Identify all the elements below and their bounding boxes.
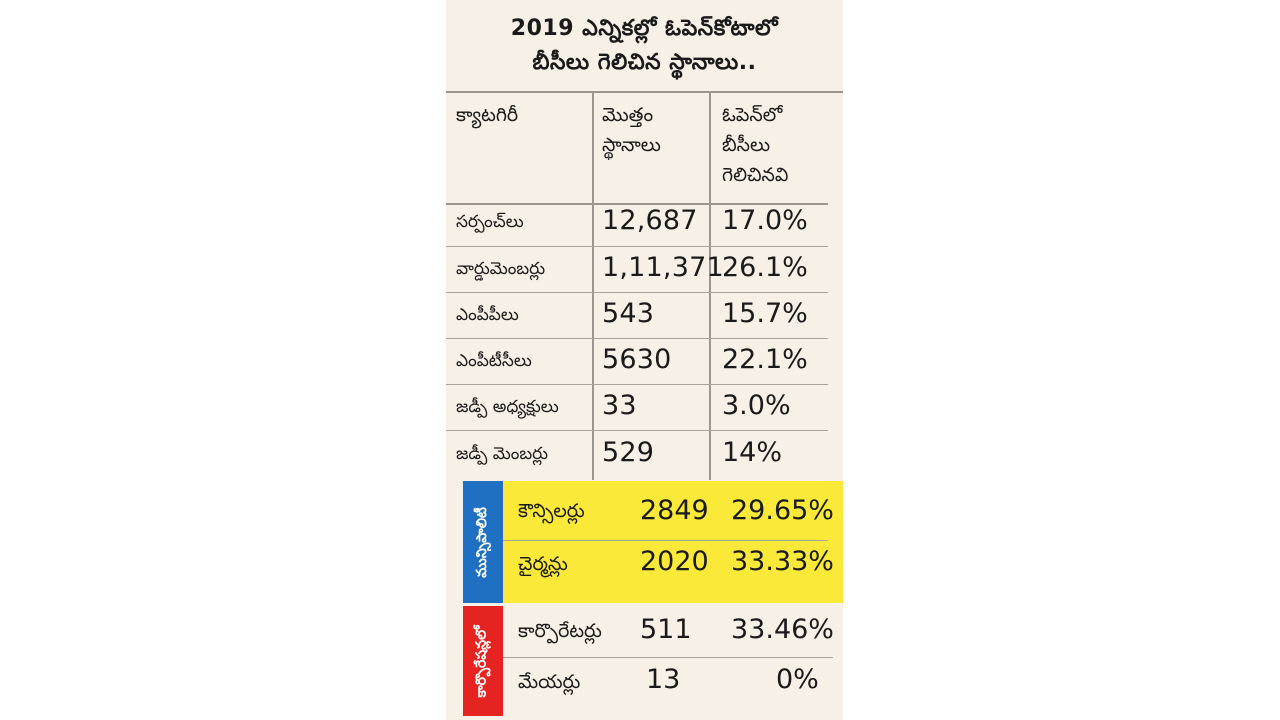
- corporations-label: కార్పొరేషన్లలో: [473, 624, 490, 698]
- corporations-tab: కార్పొరేషన్లలో: [463, 606, 503, 716]
- row-percent: 15.7%: [722, 298, 808, 329]
- title-line-2: బీసీలు గెలిచిన స్థానాలు..: [532, 50, 757, 75]
- column-divider-1: [592, 92, 594, 480]
- row-divider: [446, 430, 828, 431]
- infographic-title: 2019 ఎన్నికల్లో ఓపెన్‌కోటాలో బీసీలు గెలి…: [446, 0, 843, 92]
- row-category: జడ్పీ మెంబర్లు: [456, 444, 549, 464]
- title-divider: [446, 91, 843, 93]
- row-divider: [446, 384, 828, 385]
- column-divider-2: [709, 92, 711, 480]
- corporation-row-category: మేయర్లు: [518, 671, 581, 693]
- header-won-line-1: ఓపెన్‌లో: [722, 104, 783, 126]
- municipal-row-percent: 33.33%: [731, 546, 834, 577]
- municipal-row-total: 2020: [640, 546, 709, 577]
- row-total: 5630: [602, 344, 672, 375]
- header-total-line-2: స్థానాలు: [602, 134, 661, 156]
- corporation-row-total: 511: [640, 614, 692, 645]
- row-percent: 26.1%: [722, 252, 808, 283]
- corporation-row-percent: 33.46%: [731, 614, 834, 645]
- municipal-row-category: కౌన్సిలర్లు: [518, 500, 585, 522]
- row-category: వార్డుమెంబర్లు: [456, 259, 546, 279]
- title-line-1: 2019 ఎన్నికల్లో ఓపెన్‌కోటాలో: [510, 16, 779, 41]
- row-total: 529: [602, 437, 655, 468]
- infographic-card: 2019 ఎన్నికల్లో ఓపెన్‌కోటాలో బీసీలు గెలి…: [446, 0, 843, 720]
- municipal-row-total: 2849: [640, 495, 709, 526]
- row-category: ఎంపీటీసీలు: [456, 351, 532, 371]
- row-total: 1,11,371: [602, 252, 724, 283]
- header-divider: [446, 203, 828, 205]
- municipalities-section: [463, 481, 843, 603]
- municipalities-tab: మున్సిపాలిటీ: [463, 481, 503, 603]
- row-category: సర్పంచ్‌లు: [456, 212, 524, 232]
- municipalities-label: మున్సిపాలిటీ: [473, 506, 490, 578]
- row-percent: 3.0%: [722, 390, 791, 421]
- row-divider: [446, 292, 828, 293]
- row-divider: [446, 246, 828, 247]
- row-category: జడ్పీ అధ్యక్షులు: [456, 397, 559, 417]
- row-category: ఎంపీపీలు: [456, 305, 519, 325]
- corporation-row-percent: 0%: [776, 664, 819, 695]
- row-percent: 17.0%: [722, 205, 808, 236]
- row-total: 12,687: [602, 205, 698, 236]
- header-won: ఓపెన్‌లో బీసీలు గెలిచినవి: [722, 100, 788, 190]
- header-total-line-1: మొత్తం: [602, 104, 654, 126]
- municipal-row-percent: 29.65%: [731, 495, 834, 526]
- row-divider: [446, 338, 828, 339]
- header-total: మొత్తం స్థానాలు: [602, 100, 661, 160]
- corporation-row-total: 13: [646, 664, 681, 695]
- municipal-row-divider: [503, 540, 828, 541]
- header-category: క్యాటగిరీ: [456, 104, 519, 126]
- row-percent: 14%: [722, 437, 783, 468]
- municipal-row-category: చైర్మన్లు: [518, 553, 568, 575]
- header-won-line-2: బీసీలు: [722, 134, 771, 156]
- row-total: 543: [602, 298, 655, 329]
- row-total: 33: [602, 390, 637, 421]
- corporation-row-divider: [503, 657, 833, 658]
- row-percent: 22.1%: [722, 344, 808, 375]
- corporation-row-category: కార్పొరేటర్లు: [518, 620, 602, 642]
- header-won-line-3: గెలిచినవి: [722, 164, 789, 186]
